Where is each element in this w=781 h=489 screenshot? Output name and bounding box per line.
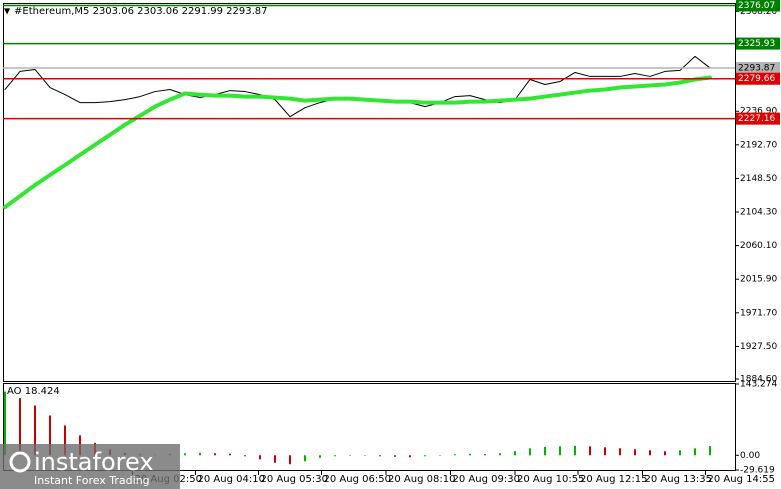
y-tick-label: 143.274 bbox=[740, 380, 777, 390]
x-tick-label: 20 Aug 13:35 bbox=[645, 474, 712, 485]
x-tick-label: 20 Aug 12:15 bbox=[580, 474, 647, 485]
x-tick-label: 20 Aug 10:55 bbox=[517, 474, 584, 485]
watermark-box bbox=[0, 444, 180, 489]
x-tick-label: 20 Aug 09:30 bbox=[453, 474, 520, 485]
ao-title: AO 18.424 bbox=[7, 386, 60, 397]
level-label: 2227.16 bbox=[738, 114, 775, 124]
y-tick-label: 1927.50 bbox=[740, 342, 777, 352]
ao-frame bbox=[3, 383, 736, 471]
menu-arrow[interactable]: ▼ bbox=[4, 7, 11, 16]
x-tick-label: 20 Aug 05:30 bbox=[261, 474, 328, 485]
y-tick-label: 2236.90 bbox=[740, 107, 777, 117]
level-label: 2279.66 bbox=[738, 74, 775, 84]
y-tick-label: -29.619 bbox=[740, 466, 775, 476]
y-tick-label: 2368.20 bbox=[740, 7, 777, 17]
level-label-box bbox=[736, 61, 780, 74]
main-frame bbox=[3, 3, 736, 382]
price-line bbox=[3, 75, 712, 210]
level-label: 2376.07 bbox=[738, 1, 775, 11]
x-tick-label: 20 Aug 04:10 bbox=[198, 474, 265, 485]
level-label-box bbox=[736, 0, 780, 12]
y-tick-label: 2104.30 bbox=[740, 208, 777, 218]
watermark-brand: instaforex bbox=[34, 448, 154, 476]
y-tick-label: 0.00 bbox=[740, 451, 760, 461]
y-tick-label: 2148.50 bbox=[740, 174, 777, 184]
y-tick-label: 2015.90 bbox=[740, 275, 777, 285]
level-label: 2293.87 bbox=[738, 63, 775, 73]
level-label-box bbox=[736, 112, 780, 125]
level-label-box bbox=[736, 37, 780, 50]
y-tick-label: 1971.70 bbox=[740, 308, 777, 318]
x-tick-label: 20 Aug 08:10 bbox=[388, 474, 455, 485]
watermark-slogan: Instant Forex Trading bbox=[34, 474, 150, 487]
x-tick-label: 20 Aug 06:50 bbox=[324, 474, 391, 485]
y-tick-label: 2192.70 bbox=[740, 140, 777, 150]
plot-layer: 2368.20 2236.90 2192.70 2148.50 2104.30 2060.… bbox=[3, 0, 780, 485]
chart-title: #Ethereum,M5 2303.06 2303.06 2291.99 229… bbox=[14, 6, 268, 17]
watermark: instaforex Instant Forex Trading bbox=[0, 444, 180, 489]
watermark-logo bbox=[9, 451, 31, 473]
level-label: 2325.93 bbox=[738, 39, 775, 49]
x-tick-label: 20 Aug 14:55 bbox=[708, 474, 775, 485]
y-tick-label: 2060.10 bbox=[740, 241, 777, 251]
level-label-box bbox=[736, 72, 780, 85]
y-tick-label: 1884.60 bbox=[740, 375, 777, 385]
